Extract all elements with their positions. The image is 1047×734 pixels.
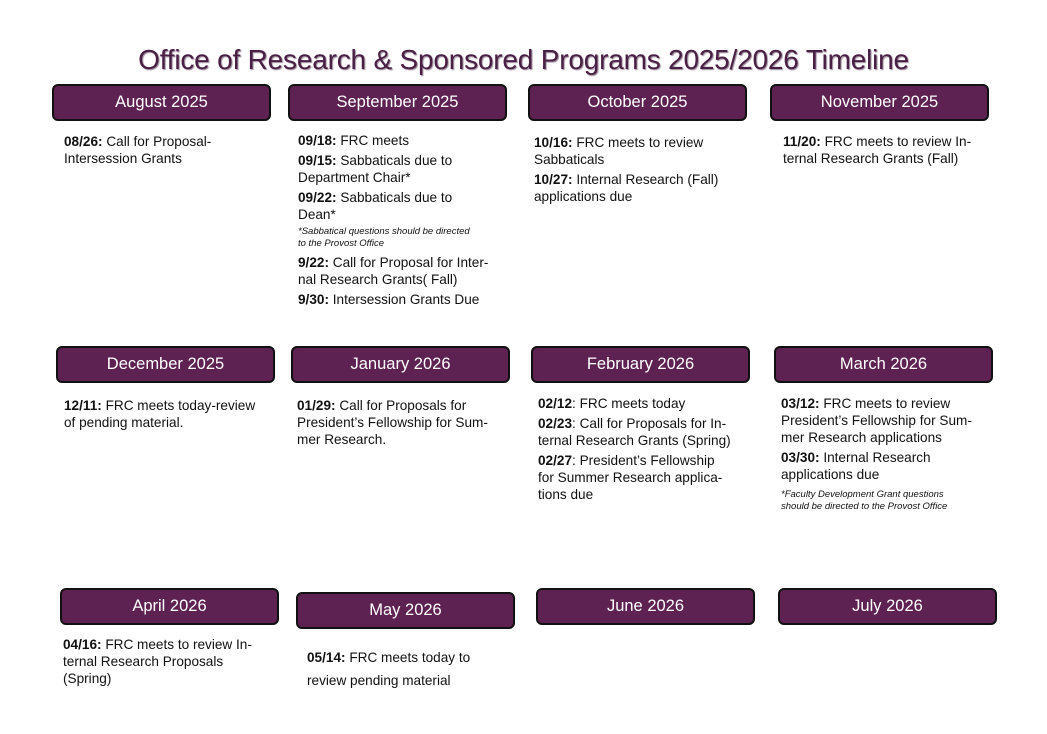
- event-text: Internal Research (Fall) applications du…: [534, 172, 719, 204]
- event-item: 9/30: Intersession Grants Due: [298, 291, 513, 308]
- month-header: February 2026: [531, 346, 750, 383]
- event-text: Intersession Grants Due: [328, 292, 480, 307]
- event-item: 03/12: FRC meets to review President’s F…: [781, 395, 996, 446]
- event-item: 02/12: FRC meets today: [538, 395, 753, 412]
- event-item: 10/27: Internal Research (Fall) applicat…: [534, 171, 749, 205]
- event-text: FRC meets to review President’s Fellowsh…: [781, 396, 972, 445]
- month-events: 10/16: FRC meets to review Sabbaticals 10…: [534, 134, 749, 208]
- event-text: Sabbaticals due to Department Chair*: [298, 153, 453, 185]
- footnote: *Faculty Development Grant questions sho…: [781, 489, 948, 512]
- event-item: 04/16: FRC meets to review In- ternal Re…: [63, 636, 278, 687]
- event-text: FRC meets to review In- ternal Research …: [783, 134, 972, 166]
- month-events: 08/26: Call for Proposal- Intersession G…: [64, 133, 279, 170]
- month-header: July 2026: [778, 588, 997, 625]
- event-item: 09/18: FRC meets: [298, 132, 513, 149]
- month-events: 02/12: FRC meets today 02/23: Call for Pr…: [538, 395, 753, 506]
- month-header: January 2026: [291, 346, 510, 383]
- month-events: 03/12: FRC meets to review President’s F…: [781, 395, 996, 517]
- event-date: 9/30:: [298, 292, 329, 307]
- month-events: 12/11: FRC meets today-review of pending…: [64, 397, 279, 434]
- event-date: 10/16:: [534, 135, 573, 150]
- event-date: 04/16:: [63, 637, 102, 652]
- event-item: 9/22: Call for Proposal for Inter- nal R…: [298, 254, 513, 288]
- event-text: : Call for Proposals for In- ternal Rese…: [538, 416, 731, 448]
- event-item: 03/30: Internal Research applications du…: [781, 449, 996, 483]
- event-text: Sabbaticals due to Dean*: [298, 190, 453, 222]
- event-date: 09/18:: [298, 133, 337, 148]
- month-header: December 2025: [56, 346, 275, 383]
- event-item: 10/16: FRC meets to review Sabbaticals: [534, 134, 749, 168]
- event-date: 02/12: [538, 396, 573, 411]
- event-item: 08/26: Call for Proposal- Intersession G…: [64, 133, 279, 167]
- event-text: FRC meets today-review of pending materi…: [64, 398, 256, 430]
- event-text: Call for Proposal- Intersession Grants: [64, 134, 212, 166]
- page-title: Office of Research & Sponsored Programs …: [138, 44, 909, 75]
- month-header: November 2025: [770, 84, 989, 121]
- event-text: Call for Proposals for President’s Fello…: [297, 398, 488, 447]
- event-date: 09/15:: [298, 153, 337, 168]
- event-item: 11/20: FRC meets to review In- ternal Re…: [783, 133, 998, 167]
- event-date: 03/12:: [781, 396, 820, 411]
- event-date: 08/26:: [64, 134, 103, 149]
- event-date: 11/20:: [783, 134, 821, 149]
- event-date: 05/14:: [307, 650, 346, 665]
- event-item: 09/15: Sabbaticals due to Department Cha…: [298, 152, 513, 186]
- month-header: May 2026: [296, 592, 515, 629]
- event-text: Internal Research applications due: [781, 450, 931, 482]
- month-header: September 2025: [288, 84, 507, 121]
- event-text: : President’s Fellowship for Summer Rese…: [538, 453, 723, 502]
- month-events: 01/29: Call for Proposals for President’…: [297, 397, 512, 451]
- event-date: 9/22:: [298, 255, 329, 270]
- event-item: 02/23: Call for Proposals for In- ternal…: [538, 415, 753, 449]
- event-text: FRC meets today to review pending materi…: [307, 650, 471, 688]
- month-events: 09/18: FRC meets 09/15: Sabbaticals due t…: [298, 132, 513, 311]
- footnote: *Sabbatical questions should be directed…: [298, 226, 470, 249]
- event-text: Call for Proposal for Inter- nal Researc…: [298, 255, 489, 287]
- month-header: October 2025: [528, 84, 747, 121]
- month-header: April 2026: [60, 588, 279, 625]
- event-item: 01/29: Call for Proposals for President’…: [297, 397, 512, 448]
- month-events: 04/16: FRC meets to review In- ternal Re…: [63, 636, 278, 690]
- event-date: 10/27:: [534, 172, 573, 187]
- month-header: June 2026: [536, 588, 755, 625]
- event-text: FRC meets to review In- ternal Research …: [63, 637, 252, 686]
- event-date: 02/23: [538, 416, 573, 431]
- event-date: 02/27: [538, 453, 573, 468]
- event-date: 12/11:: [64, 398, 102, 413]
- event-text: : FRC meets today: [572, 396, 686, 411]
- month-events: 11/20: FRC meets to review In- ternal Re…: [783, 133, 998, 170]
- event-text: FRC meets to review Sabbaticals: [534, 135, 704, 167]
- event-date: 01/29:: [297, 398, 336, 413]
- event-date: 09/22:: [298, 190, 337, 205]
- month-events: 05/14: FRC meets today to review pending…: [307, 646, 522, 695]
- event-date: 03/30:: [781, 450, 820, 465]
- event-text: FRC meets: [336, 133, 410, 148]
- event-item: 12/11: FRC meets today-review of pending…: [64, 397, 279, 431]
- event-item: 09/22: Sabbaticals due to Dean*: [298, 189, 513, 223]
- month-header: August 2025: [52, 84, 271, 121]
- event-item: 05/14: FRC meets today to review pending…: [307, 646, 522, 692]
- month-header: March 2026: [774, 346, 993, 383]
- event-item: 02/27: President’s Fellowship for Summer…: [538, 452, 753, 503]
